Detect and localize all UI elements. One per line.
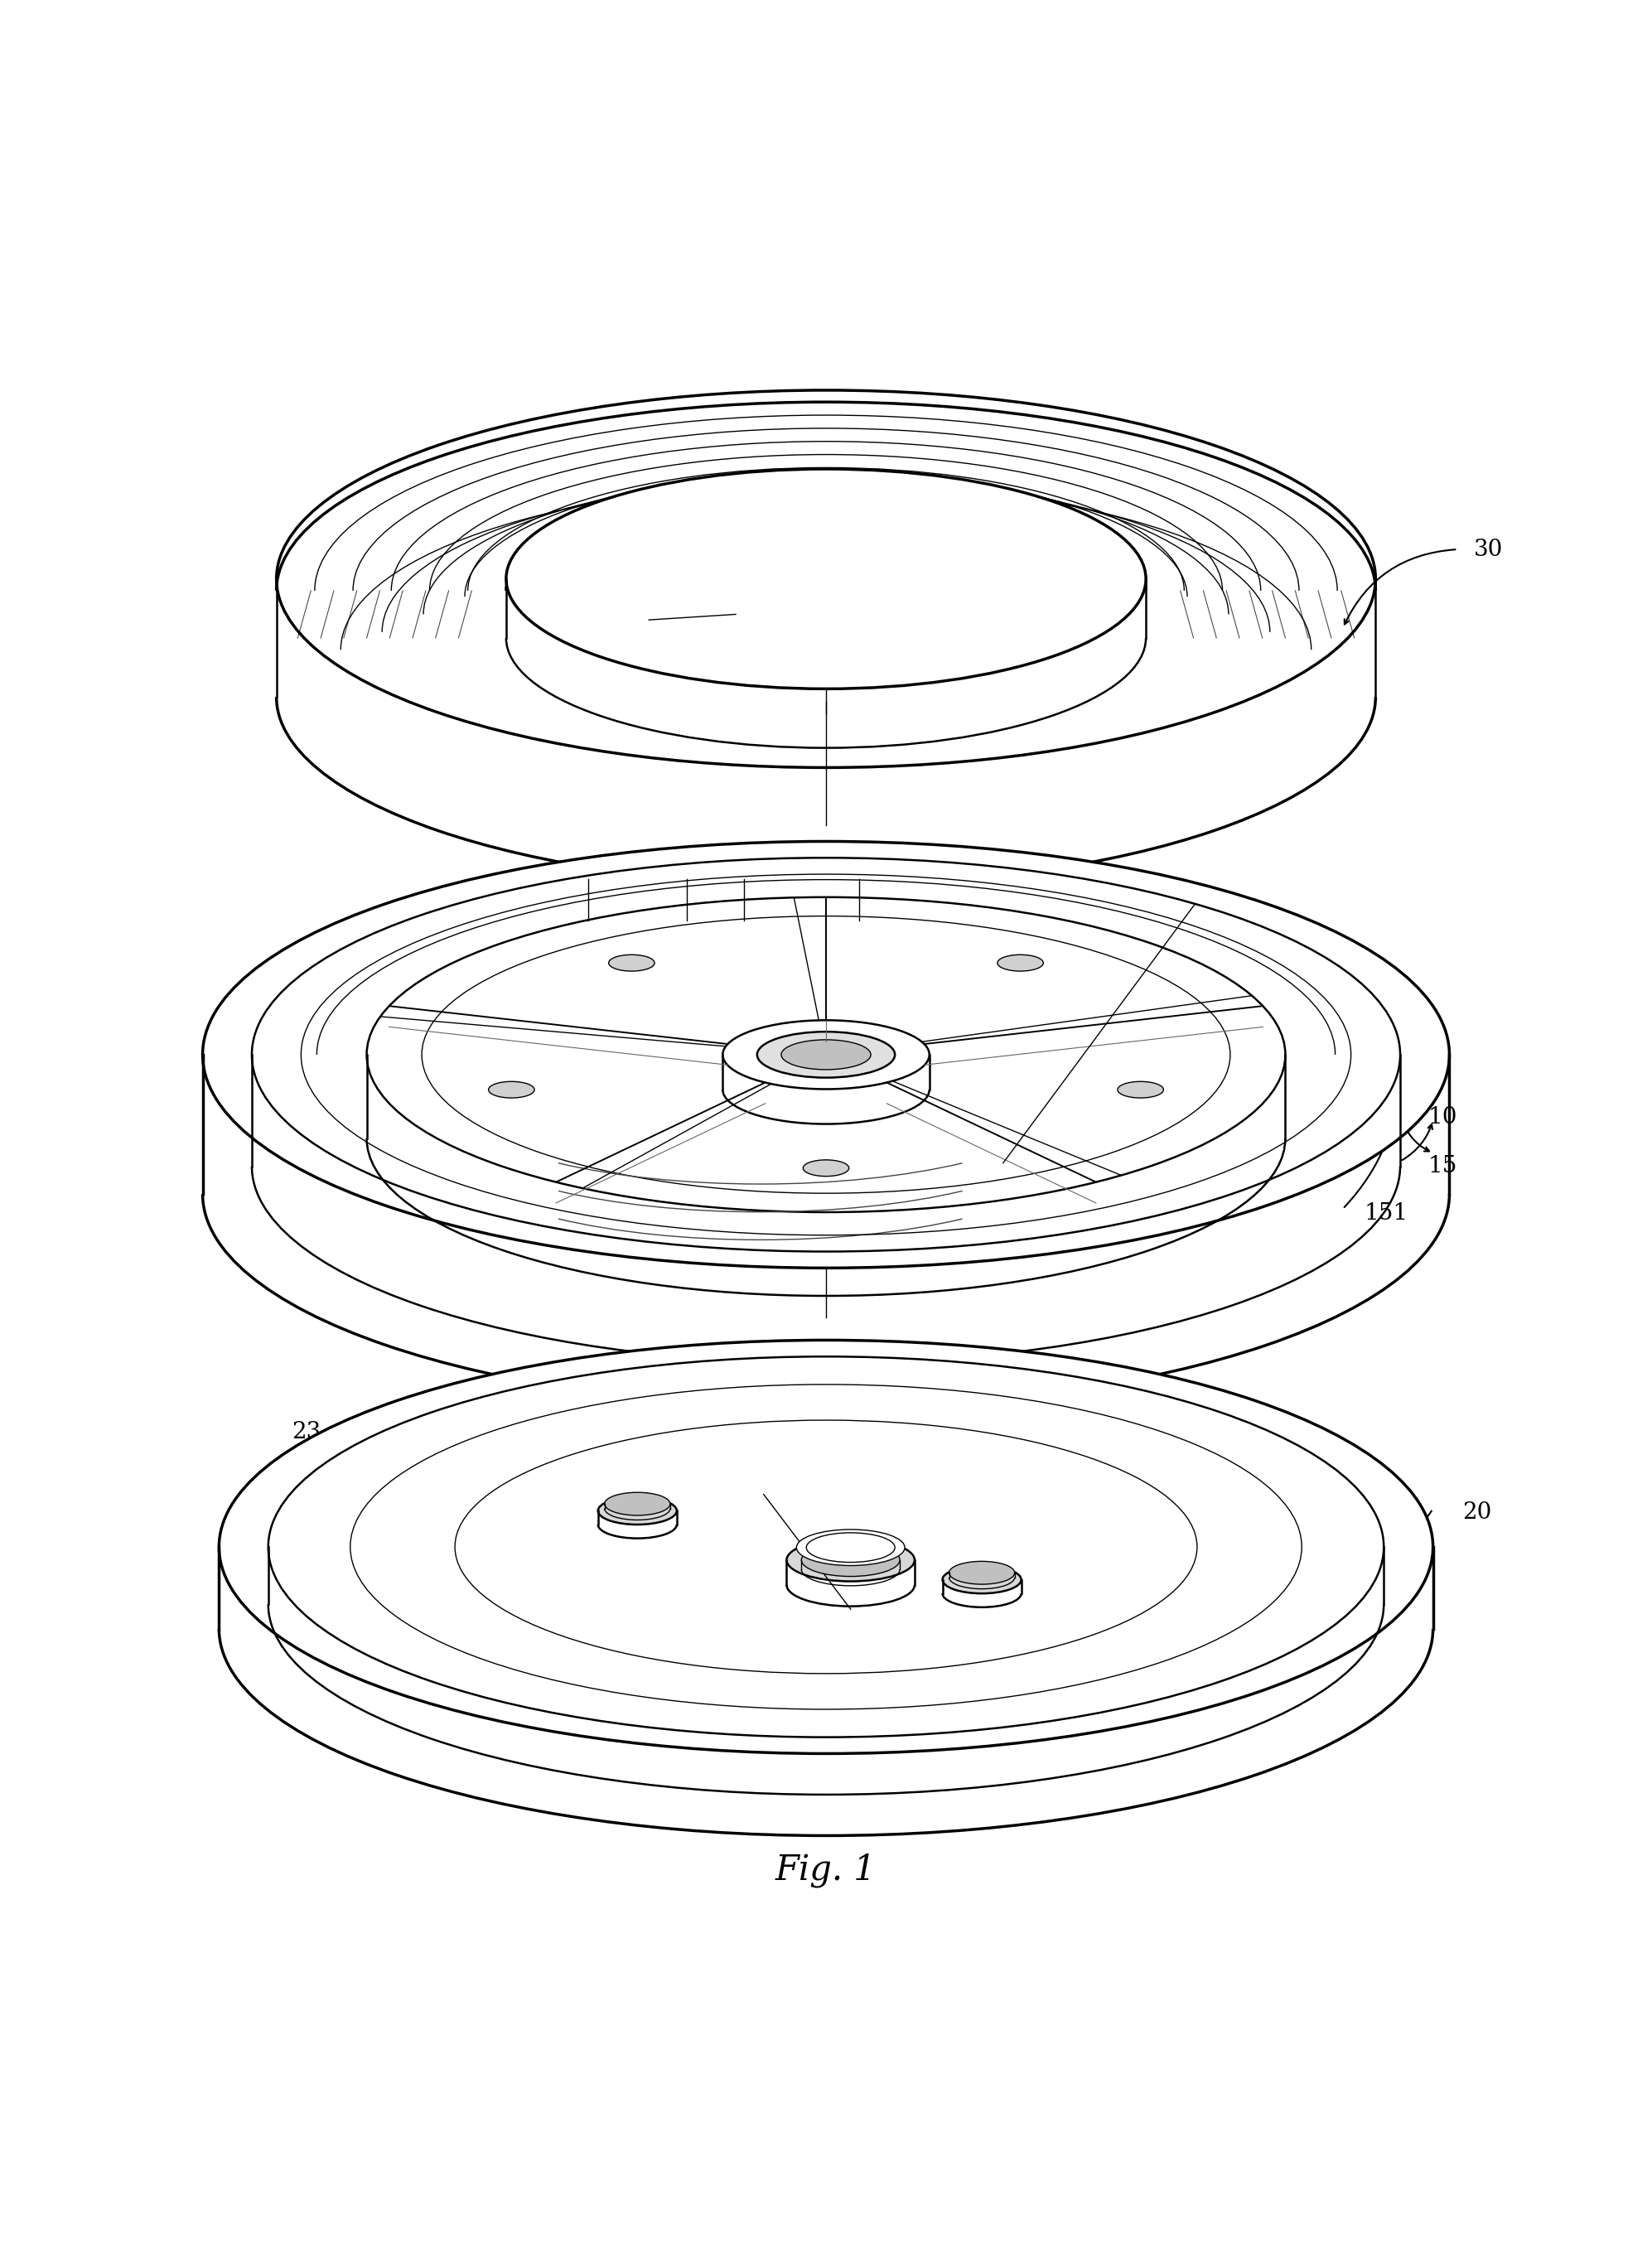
Ellipse shape (803, 1160, 849, 1176)
Text: 21: 21 (945, 1616, 975, 1639)
Ellipse shape (786, 1539, 915, 1582)
Text: 211: 211 (742, 1469, 786, 1492)
Text: 20: 20 (1462, 1501, 1492, 1523)
Text: 221: 221 (732, 1458, 776, 1481)
Text: 16: 16 (1335, 1011, 1365, 1034)
Ellipse shape (757, 1031, 895, 1077)
Text: Fig. 1: Fig. 1 (775, 1853, 877, 1887)
Text: 12: 12 (573, 910, 603, 932)
Ellipse shape (796, 1530, 905, 1566)
Ellipse shape (781, 1040, 871, 1070)
Ellipse shape (276, 390, 1376, 767)
Text: 11: 11 (365, 941, 395, 964)
Text: 221: 221 (512, 1569, 557, 1591)
Text: 10: 10 (1427, 1106, 1457, 1128)
Text: 22: 22 (1049, 1600, 1079, 1623)
Text: 14: 14 (418, 1038, 448, 1061)
Text: 141: 141 (838, 910, 881, 932)
Ellipse shape (722, 1020, 930, 1090)
Text: 14: 14 (672, 910, 700, 932)
Ellipse shape (506, 469, 1146, 688)
Text: 161: 161 (1211, 952, 1256, 975)
Text: 15: 15 (1427, 1156, 1457, 1178)
Ellipse shape (367, 898, 1285, 1212)
Text: 23: 23 (291, 1422, 320, 1442)
Text: 13: 13 (1019, 1160, 1049, 1183)
Ellipse shape (998, 955, 1044, 971)
Ellipse shape (1117, 1081, 1163, 1097)
Ellipse shape (608, 955, 654, 971)
Text: 30: 30 (1474, 537, 1503, 560)
Ellipse shape (943, 1566, 1021, 1593)
Ellipse shape (203, 842, 1449, 1268)
Text: 31: 31 (611, 609, 641, 632)
Ellipse shape (598, 1496, 677, 1523)
Text: 131: 131 (722, 910, 767, 932)
Ellipse shape (605, 1492, 671, 1514)
Ellipse shape (948, 1562, 1014, 1584)
Text: 22: 22 (406, 1650, 436, 1672)
Ellipse shape (801, 1544, 900, 1575)
Ellipse shape (220, 1341, 1432, 1754)
Text: 151: 151 (1365, 1203, 1408, 1226)
Ellipse shape (489, 1081, 535, 1097)
